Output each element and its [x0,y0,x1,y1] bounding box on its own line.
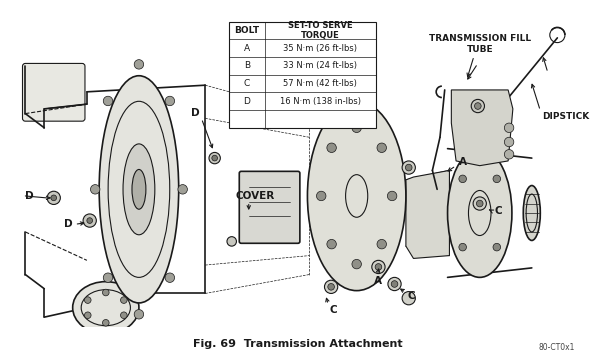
Text: TUBE: TUBE [466,45,493,54]
Circle shape [121,312,127,318]
Text: A: A [244,44,250,53]
Circle shape [473,197,486,210]
Circle shape [104,96,112,106]
Text: 57 N·m (42 ft-lbs): 57 N·m (42 ft-lbs) [283,79,357,88]
Circle shape [178,185,187,194]
Polygon shape [452,90,513,166]
Text: C: C [495,206,503,216]
Ellipse shape [523,186,540,240]
Circle shape [505,123,514,132]
Circle shape [459,243,466,251]
Ellipse shape [99,76,178,303]
Circle shape [165,96,174,106]
Polygon shape [406,170,449,258]
Circle shape [377,239,387,249]
Text: COVER: COVER [236,191,275,201]
Text: C: C [244,79,250,88]
Circle shape [51,195,57,201]
Text: 33 N·m (24 ft-lbs): 33 N·m (24 ft-lbs) [283,61,357,70]
Bar [229,22,375,128]
Text: A: A [374,276,381,286]
Circle shape [84,297,91,304]
Circle shape [84,312,91,318]
Circle shape [471,99,484,113]
Circle shape [352,123,361,132]
Circle shape [134,60,143,69]
Circle shape [387,191,397,201]
Circle shape [328,284,334,290]
Circle shape [317,191,326,201]
Circle shape [493,175,500,183]
Circle shape [477,200,483,207]
Text: D: D [64,219,72,229]
Circle shape [102,320,109,326]
Text: BOLT: BOLT [234,26,259,35]
Circle shape [392,281,398,287]
Ellipse shape [308,101,406,291]
Circle shape [87,218,93,223]
Circle shape [102,289,109,296]
Text: TRANSMISSION FILL: TRANSMISSION FILL [428,34,531,43]
Circle shape [388,277,401,291]
Circle shape [83,214,96,227]
Ellipse shape [73,282,139,334]
Circle shape [459,175,466,183]
Circle shape [493,243,500,251]
Circle shape [47,191,60,204]
Circle shape [121,297,127,304]
Circle shape [227,237,236,246]
Text: 80-CT0x1: 80-CT0x1 [538,343,574,352]
Text: C: C [408,291,415,301]
Circle shape [165,273,174,283]
Circle shape [352,260,361,269]
Circle shape [372,260,385,274]
Circle shape [327,239,336,249]
Circle shape [134,310,143,319]
Text: B: B [244,61,250,70]
Circle shape [375,264,382,270]
Text: Fig. 69  Transmission Attachment: Fig. 69 Transmission Attachment [193,339,402,349]
Circle shape [405,164,412,171]
Text: C: C [329,305,337,315]
Text: D: D [26,191,34,201]
Circle shape [212,155,218,161]
Circle shape [327,143,336,153]
Text: A: A [459,157,466,167]
Ellipse shape [132,169,146,209]
Text: SET-TO SERVE
TORQUE: SET-TO SERVE TORQUE [288,21,352,40]
Ellipse shape [123,144,155,235]
FancyBboxPatch shape [23,64,85,121]
Circle shape [324,280,338,294]
Circle shape [402,161,415,174]
Circle shape [377,143,387,153]
Circle shape [104,273,112,283]
Circle shape [505,137,514,147]
Circle shape [209,152,220,164]
Text: D: D [243,97,250,106]
Ellipse shape [447,149,512,277]
Text: 35 N·m (26 ft-lbs): 35 N·m (26 ft-lbs) [283,44,357,53]
Text: DIPSTICK: DIPSTICK [542,112,590,121]
Circle shape [402,291,415,305]
FancyBboxPatch shape [239,171,300,243]
Circle shape [90,185,100,194]
Text: 16 N·m (138 in-lbs): 16 N·m (138 in-lbs) [280,97,361,106]
Text: D: D [192,108,200,118]
Circle shape [505,149,514,159]
Circle shape [475,103,481,109]
